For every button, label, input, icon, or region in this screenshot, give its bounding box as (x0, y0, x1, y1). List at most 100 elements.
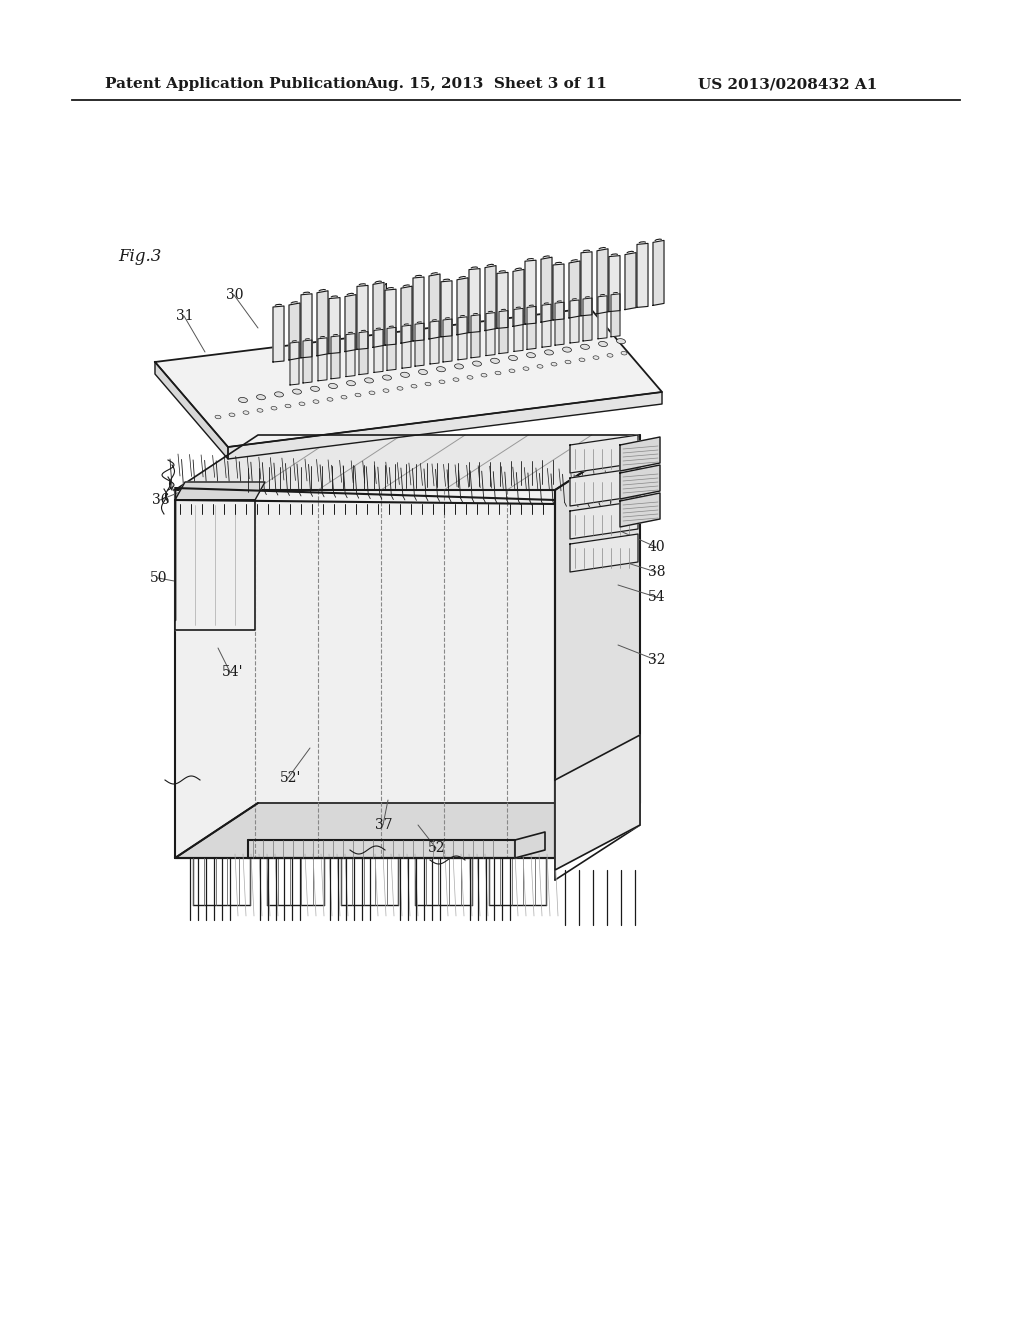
Polygon shape (515, 832, 545, 858)
Ellipse shape (400, 372, 410, 378)
Ellipse shape (455, 364, 464, 370)
Text: 50: 50 (150, 572, 168, 585)
Polygon shape (583, 298, 592, 341)
Ellipse shape (329, 383, 338, 388)
Ellipse shape (411, 384, 417, 388)
Text: 33: 33 (624, 455, 641, 469)
Polygon shape (457, 277, 468, 335)
Polygon shape (653, 240, 664, 305)
Polygon shape (570, 502, 638, 539)
Polygon shape (155, 308, 662, 447)
Polygon shape (570, 469, 638, 506)
Ellipse shape (257, 409, 263, 412)
Text: 52': 52' (280, 771, 301, 785)
Ellipse shape (313, 400, 319, 404)
Ellipse shape (299, 403, 305, 405)
Polygon shape (637, 243, 648, 308)
Ellipse shape (509, 370, 515, 372)
Polygon shape (611, 294, 620, 337)
Polygon shape (415, 323, 424, 366)
Polygon shape (469, 268, 480, 333)
Ellipse shape (490, 358, 500, 363)
Polygon shape (290, 342, 299, 385)
Polygon shape (570, 436, 638, 473)
Polygon shape (413, 277, 424, 341)
Ellipse shape (341, 396, 347, 399)
Text: 38: 38 (648, 565, 666, 579)
Polygon shape (542, 304, 551, 347)
Polygon shape (317, 290, 328, 356)
Polygon shape (401, 286, 412, 343)
Ellipse shape (274, 392, 284, 397)
Polygon shape (155, 362, 228, 459)
Ellipse shape (397, 387, 403, 391)
Polygon shape (625, 252, 636, 310)
Text: 30: 30 (226, 288, 244, 302)
Ellipse shape (467, 376, 473, 379)
Ellipse shape (581, 345, 590, 350)
Ellipse shape (327, 397, 333, 401)
Polygon shape (581, 252, 592, 315)
Ellipse shape (616, 339, 626, 343)
Polygon shape (443, 319, 452, 362)
Text: Fig.3: Fig.3 (118, 248, 162, 265)
Polygon shape (303, 341, 312, 383)
Polygon shape (458, 317, 467, 360)
Ellipse shape (579, 358, 585, 362)
Ellipse shape (621, 351, 627, 355)
Polygon shape (527, 306, 536, 350)
Text: 40: 40 (648, 540, 666, 554)
Polygon shape (359, 331, 368, 375)
Polygon shape (570, 535, 638, 572)
Polygon shape (273, 306, 284, 362)
Polygon shape (514, 309, 523, 351)
Polygon shape (385, 289, 396, 346)
Text: 54': 54' (222, 665, 244, 678)
Polygon shape (387, 327, 396, 371)
Polygon shape (541, 257, 552, 322)
Polygon shape (430, 321, 439, 364)
Polygon shape (570, 300, 579, 343)
Ellipse shape (239, 397, 248, 403)
Polygon shape (374, 330, 383, 372)
Text: 32: 32 (648, 653, 666, 667)
Polygon shape (175, 803, 640, 858)
Text: 54: 54 (648, 590, 666, 605)
Polygon shape (345, 294, 356, 351)
Text: 52: 52 (428, 841, 445, 855)
Polygon shape (175, 436, 640, 490)
Polygon shape (620, 437, 660, 471)
Ellipse shape (257, 395, 265, 400)
Polygon shape (329, 297, 340, 354)
Ellipse shape (526, 352, 536, 358)
Ellipse shape (551, 363, 557, 366)
Ellipse shape (562, 347, 571, 352)
Ellipse shape (481, 374, 487, 378)
Polygon shape (301, 294, 312, 358)
Ellipse shape (229, 413, 234, 417)
Text: 34: 34 (372, 282, 389, 297)
Ellipse shape (565, 360, 571, 364)
Polygon shape (620, 492, 660, 527)
Ellipse shape (495, 371, 501, 375)
Polygon shape (175, 490, 555, 858)
Text: Patent Application Publication: Patent Application Publication (105, 77, 367, 91)
Ellipse shape (607, 354, 613, 358)
Polygon shape (513, 269, 524, 326)
Ellipse shape (383, 389, 389, 392)
Ellipse shape (439, 380, 445, 384)
Ellipse shape (436, 367, 445, 372)
Polygon shape (373, 282, 384, 347)
Polygon shape (609, 256, 620, 312)
Ellipse shape (523, 367, 529, 371)
Ellipse shape (537, 364, 543, 368)
Ellipse shape (285, 404, 291, 408)
Polygon shape (318, 338, 327, 380)
Ellipse shape (472, 362, 481, 366)
Ellipse shape (365, 378, 374, 383)
Text: 37: 37 (375, 818, 392, 832)
Ellipse shape (593, 356, 599, 359)
Ellipse shape (369, 391, 375, 395)
Polygon shape (346, 334, 355, 376)
Polygon shape (228, 392, 662, 459)
